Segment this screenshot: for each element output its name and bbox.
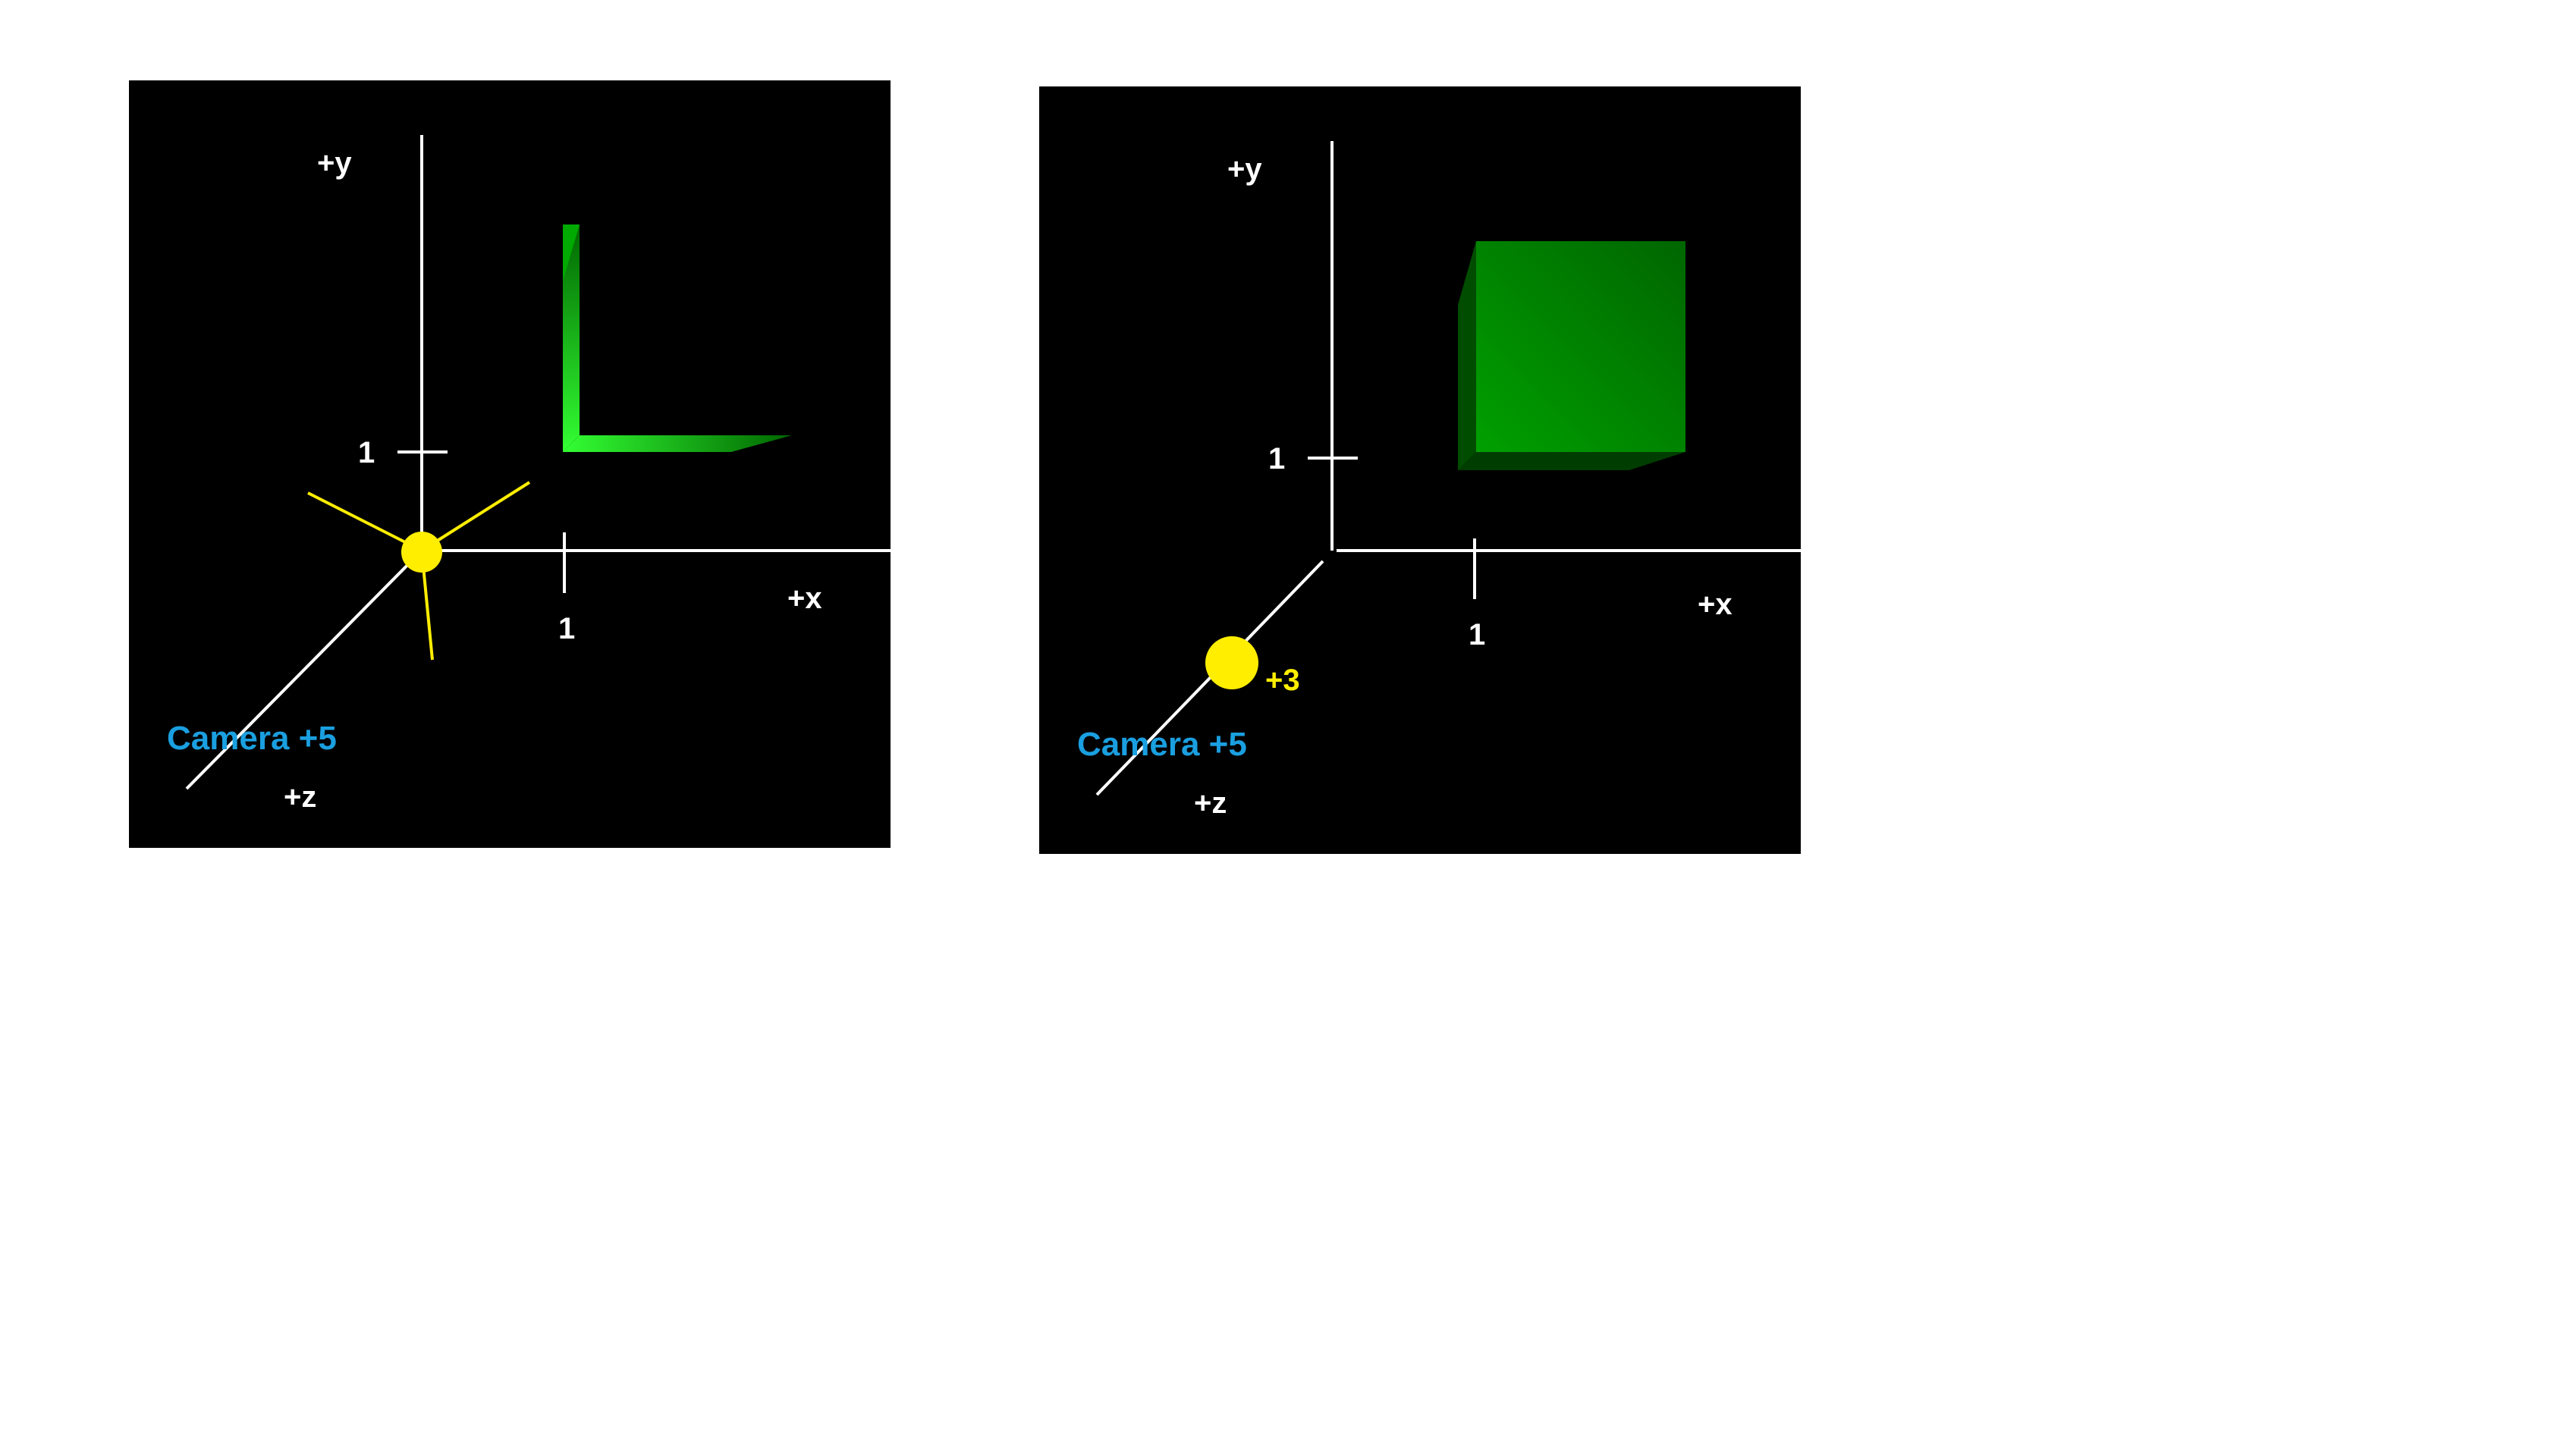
- y-axis-label: +y: [1227, 152, 1262, 186]
- y-tick-label: 1: [358, 436, 375, 469]
- left-scene-panel: +y +x +z 1 1 Camera +5: [129, 80, 891, 848]
- l-shape-horizontal-face: [563, 435, 792, 452]
- left-scene-canvas: +y +x +z 1 1 Camera +5: [167, 135, 891, 814]
- z-axis-label: +z: [1194, 786, 1227, 820]
- right-scene-panel: +y +x +z 1 1 +3 Camera +5: [1039, 86, 1801, 854]
- x-tick-label: 1: [558, 612, 575, 645]
- y-tick-label: 1: [1268, 442, 1285, 475]
- l-shape-vertical-face: [563, 224, 580, 452]
- x-tick-label: 1: [1469, 618, 1485, 651]
- l-shape-top-edge: [563, 224, 580, 281]
- light-source: [307, 481, 531, 661]
- light-dot: [401, 532, 442, 573]
- cube-front-face: [1476, 241, 1685, 452]
- z-axis-line: [185, 549, 423, 790]
- light-ray: [307, 491, 423, 552]
- light-distance-label: +3: [1265, 664, 1300, 697]
- x-axis-label: +x: [787, 582, 822, 615]
- x-axis-label: +x: [1698, 588, 1733, 621]
- green-l-shape: [563, 224, 792, 452]
- z-axis-label: +z: [284, 780, 316, 814]
- cube-bottom-face: [1458, 452, 1685, 470]
- cube-side-face: [1458, 241, 1476, 470]
- right-scene-canvas: +y +x +z 1 1 +3 Camera +5: [1077, 141, 1801, 820]
- light-ray: [420, 481, 531, 552]
- light-dot: [1205, 636, 1258, 689]
- green-cube: [1458, 241, 1685, 470]
- camera-label: Camera +5: [1077, 726, 1247, 763]
- y-axis-label: +y: [317, 146, 352, 180]
- z-axis-line: [1095, 560, 1324, 796]
- camera-label: Camera +5: [167, 720, 337, 757]
